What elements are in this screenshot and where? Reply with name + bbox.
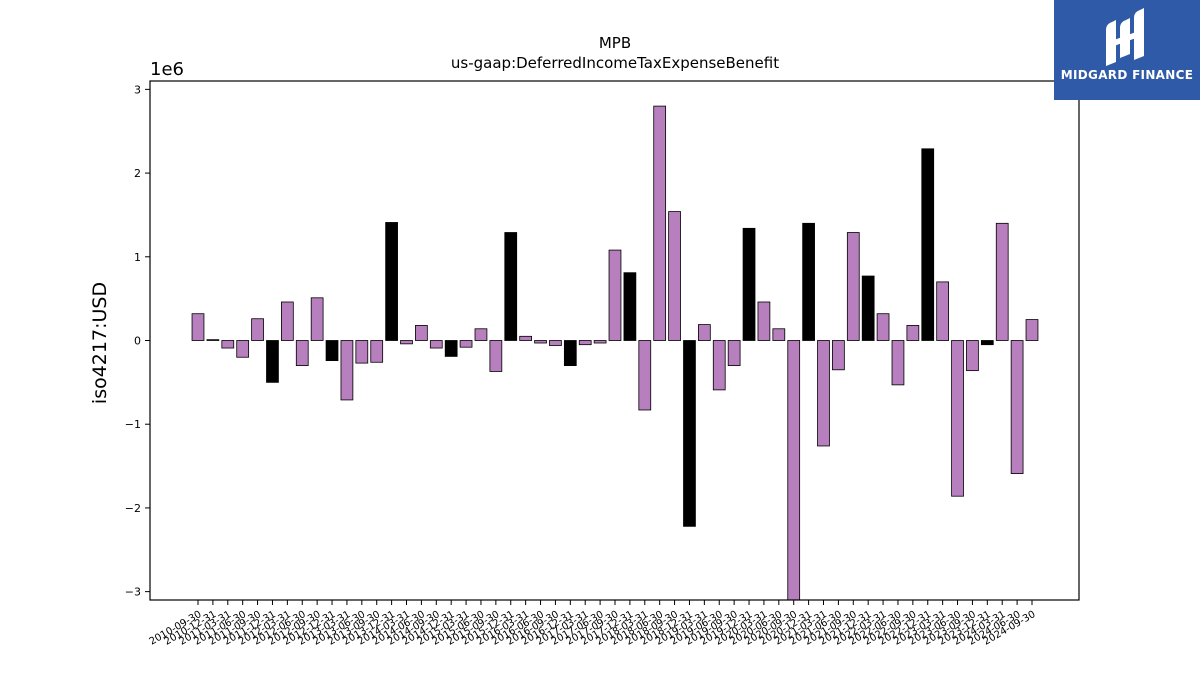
bar xyxy=(668,211,681,341)
bar xyxy=(266,340,279,383)
bar xyxy=(400,340,413,345)
bar xyxy=(832,340,845,371)
bar xyxy=(578,340,592,346)
chart-subtitle: us-gaap:DeferredIncomeTaxExpenseBenefit xyxy=(451,54,779,72)
bar xyxy=(608,249,622,341)
bar xyxy=(876,313,890,341)
y-tick-label: 0 xyxy=(134,335,141,348)
bar xyxy=(742,227,756,341)
bar xyxy=(221,340,235,349)
bar xyxy=(817,340,830,447)
bar xyxy=(683,340,696,527)
bar xyxy=(921,148,935,341)
bar xyxy=(280,301,294,341)
bar xyxy=(698,324,711,341)
bar xyxy=(727,340,741,367)
bar xyxy=(206,339,220,341)
y-tick-label: −1 xyxy=(125,418,141,431)
bar xyxy=(489,340,503,372)
bar xyxy=(459,340,473,348)
y-offset-label: 1e6 xyxy=(150,59,184,80)
y-axis-ticks: −3 −2 −1 0 1 2 3 xyxy=(125,83,150,599)
bar xyxy=(951,340,964,497)
bar xyxy=(980,340,994,346)
bar xyxy=(623,272,637,341)
bar xyxy=(355,340,369,364)
bar xyxy=(906,325,920,341)
bar xyxy=(846,232,860,341)
bar xyxy=(519,335,533,341)
y-tick-label: −3 xyxy=(125,586,141,599)
bar xyxy=(191,313,205,341)
y-tick-label: 3 xyxy=(134,83,141,96)
bar xyxy=(325,340,339,361)
bar xyxy=(474,328,488,341)
y-tick-label: −2 xyxy=(125,502,141,515)
bar xyxy=(563,340,577,367)
bar xyxy=(757,301,771,341)
bar xyxy=(370,340,384,363)
bar xyxy=(429,340,443,349)
chart-title: MPB xyxy=(599,34,631,52)
bar xyxy=(340,340,354,401)
brand-name: MIDGARD FINANCE xyxy=(1060,68,1194,82)
brand-logo: MIDGARD FINANCE xyxy=(1054,0,1200,100)
y-tick-label: 2 xyxy=(134,167,141,180)
midgard-logo-icon xyxy=(1106,8,1144,66)
bar xyxy=(638,340,652,411)
bar xyxy=(995,222,1009,341)
bar xyxy=(444,340,458,357)
bar xyxy=(310,297,324,341)
bar xyxy=(534,340,547,344)
bar xyxy=(593,340,607,344)
plot-frame xyxy=(149,80,1080,601)
bar xyxy=(772,328,786,341)
bar xyxy=(802,222,815,341)
bar xyxy=(251,318,264,341)
bar xyxy=(1010,340,1024,475)
bar xyxy=(653,105,667,341)
bar xyxy=(549,340,562,346)
bar xyxy=(415,325,428,341)
x-axis-ticks: 2010-09-302010-12-312011-03-312011-06-30… xyxy=(148,600,1038,648)
bar xyxy=(295,340,309,367)
bar xyxy=(861,275,875,341)
bar xyxy=(936,281,950,341)
bar xyxy=(236,340,250,358)
bar xyxy=(966,340,979,372)
bar xyxy=(1025,319,1039,341)
bar xyxy=(891,340,905,386)
bars xyxy=(191,105,1039,601)
bar xyxy=(787,340,801,601)
y-axis-label: iso4217:USD xyxy=(89,282,111,404)
y-tick-label: 1 xyxy=(134,251,141,264)
bar xyxy=(504,232,518,341)
bar xyxy=(712,340,726,391)
bar xyxy=(385,222,398,341)
